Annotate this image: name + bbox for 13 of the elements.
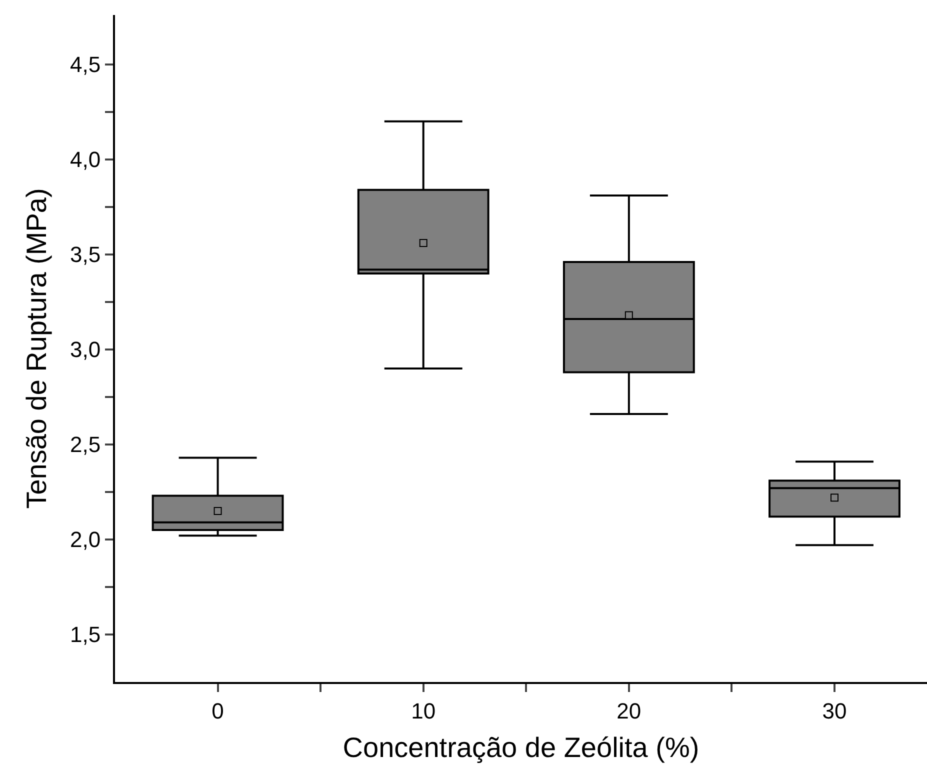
y-tick-label: 2,5 [70,432,101,458]
x-tick-label: 20 [616,698,642,724]
y-axis-title: Tensão de Ruptura (MPa) [21,188,52,509]
x-tick-label: 30 [822,698,847,724]
y-tick-label: 4,0 [70,147,101,172]
x-tick-label: 0 [212,698,224,724]
x-axis-title: Concentração de Zeólita (%) [342,732,700,763]
y-tick-label: 3,0 [70,337,101,362]
y-tick-label: 3,5 [70,242,101,268]
y-tick-label: 2,0 [70,527,101,552]
x-tick-label: 10 [411,698,436,724]
y-tick-label: 1,5 [70,622,101,648]
y-tick-label: 4,5 [70,52,101,78]
